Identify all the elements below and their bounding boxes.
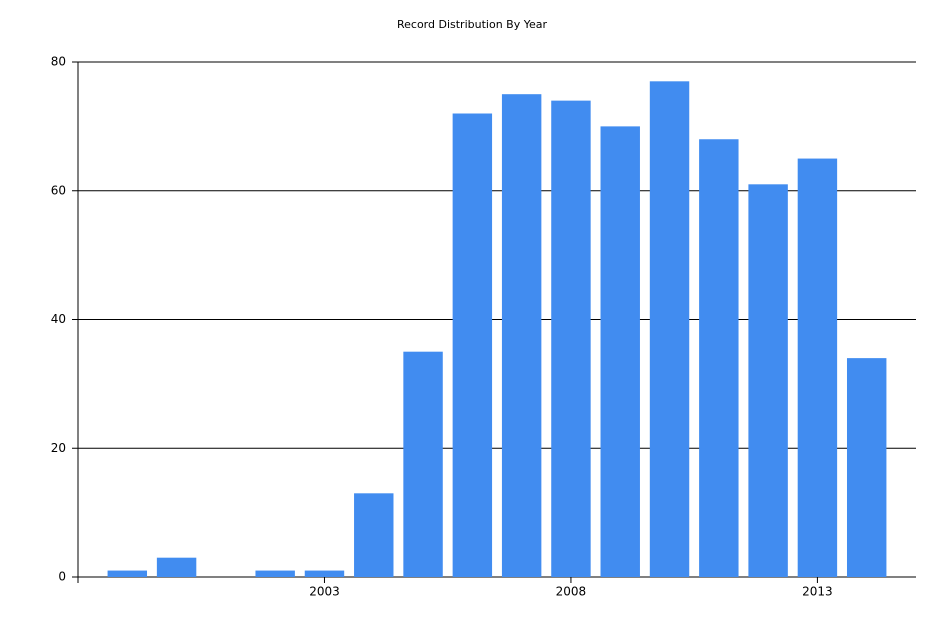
- y-tick-label: 80: [51, 55, 66, 69]
- x-tick-label: 2013: [802, 585, 833, 599]
- bar: [304, 570, 345, 577]
- bar: [600, 126, 640, 577]
- bar: [797, 158, 838, 577]
- bar: [452, 113, 493, 577]
- bar: [551, 100, 591, 577]
- bar: [501, 94, 542, 577]
- x-tick-label: 2008: [556, 585, 587, 599]
- y-tick-label: 60: [51, 183, 66, 197]
- bar: [255, 570, 295, 577]
- y-tick-label: 40: [51, 312, 66, 326]
- bar: [156, 557, 197, 577]
- bar: [748, 184, 788, 577]
- chart-title: Record Distribution By Year: [397, 18, 547, 31]
- bar: [699, 139, 739, 577]
- bar: [107, 570, 148, 577]
- bar: [354, 493, 394, 577]
- x-tick-label: 2003: [309, 585, 340, 599]
- y-tick-label: 0: [58, 570, 66, 584]
- bar: [403, 351, 443, 577]
- bar: [846, 358, 887, 577]
- y-tick-label: 20: [51, 441, 66, 455]
- bar: [649, 81, 690, 577]
